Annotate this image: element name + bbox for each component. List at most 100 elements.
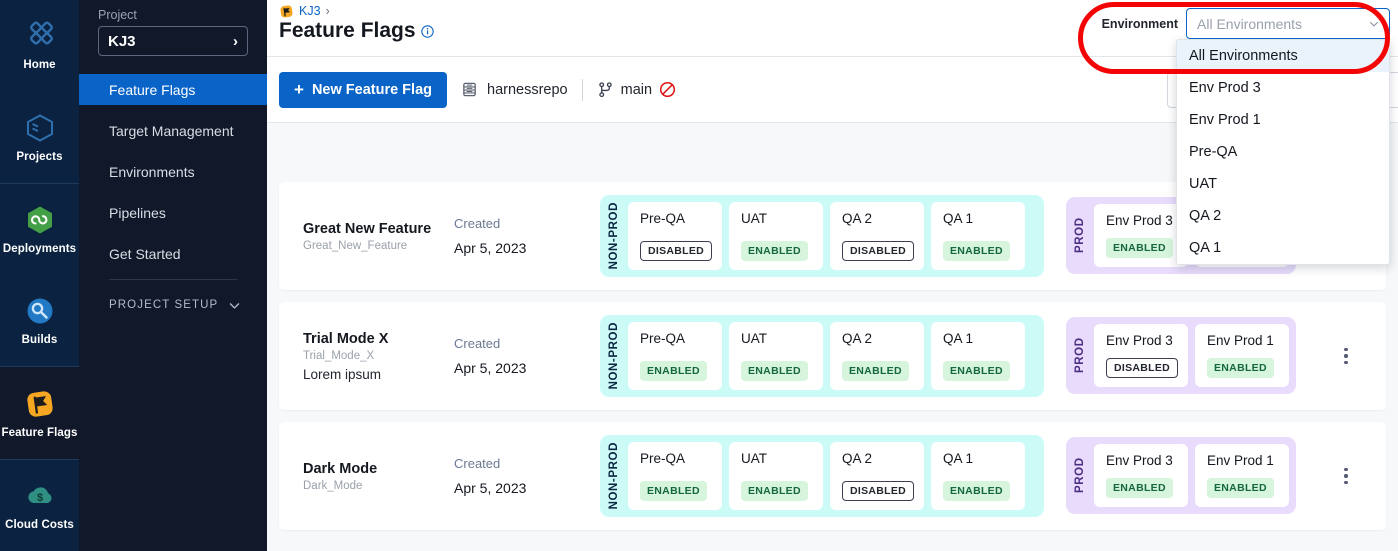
sidebar-item-label: Pipelines: [109, 204, 166, 221]
sidebar-nav: Feature Flags Target Management Environm…: [79, 74, 267, 316]
flag-row-trial-mode-x[interactable]: Trial Mode X Trial_Mode_X Lorem ipsum Cr…: [279, 302, 1386, 410]
sidebar-item-environments[interactable]: Environments: [79, 156, 267, 187]
nonprod-group: NON-PROD Pre-QA DISABLED UAT ENABLED QA …: [600, 195, 1044, 277]
env-tile[interactable]: Pre-QA DISABLED: [628, 202, 722, 270]
environment-option-qa-1[interactable]: QA 1: [1177, 232, 1389, 264]
rail-item-cloud-costs[interactable]: $ Cloud Costs: [0, 460, 79, 551]
created-date: Apr 5, 2023: [454, 240, 527, 256]
row-menu-button[interactable]: [1336, 346, 1356, 366]
repository-selector[interactable]: harnessrepo: [461, 81, 568, 98]
env-tile[interactable]: QA 2 DISABLED: [830, 442, 924, 510]
flag-title: Great New Feature: [303, 220, 432, 237]
created-date: Apr 5, 2023: [454, 480, 527, 496]
git-branch-icon: [598, 82, 612, 98]
flag-row-dark-mode[interactable]: Dark Mode Dark_Mode Created Apr 5, 2023 …: [279, 422, 1386, 530]
environment-dropdown-menu: All Environments Env Prod 3 Env Prod 1 P…: [1176, 39, 1390, 265]
toolbar-divider: [581, 78, 583, 101]
rail-item-home[interactable]: Home: [0, 0, 79, 91]
rail-item-label: Feature Flags: [1, 426, 78, 439]
env-name: QA 1: [943, 451, 974, 467]
rail-item-projects[interactable]: Projects: [0, 91, 79, 182]
env-tile[interactable]: Env Prod 1 ENABLED: [1195, 444, 1289, 508]
environment-option-label: Env Prod 1: [1189, 112, 1261, 128]
project-selector[interactable]: KJ3 ›: [98, 26, 248, 56]
status-badge: ENABLED: [640, 360, 707, 381]
flag-identifier: Trial_Mode_X: [303, 349, 375, 362]
environment-select[interactable]: All Environments: [1186, 8, 1390, 39]
env-name: Pre-QA: [640, 331, 686, 347]
sidebar-item-target-management[interactable]: Target Management: [79, 115, 267, 146]
rail-item-builds[interactable]: Builds: [0, 275, 79, 366]
no-entry-icon[interactable]: [659, 81, 676, 98]
environment-option-label: Pre-QA: [1189, 144, 1238, 160]
flag-name-cell: Great New Feature Great_New_Feature: [279, 221, 454, 252]
nonprod-group: NON-PROD Pre-QA ENABLED UAT ENABLED QA 2…: [600, 435, 1044, 517]
cube-icon: [26, 114, 53, 142]
sidebar-item-label: Feature Flags: [109, 81, 196, 98]
info-icon[interactable]: [420, 24, 434, 38]
env-tile[interactable]: UAT ENABLED: [729, 202, 823, 270]
sidebar-item-get-started[interactable]: Get Started: [79, 238, 267, 269]
status-badge: DISABLED: [842, 240, 915, 261]
flag-created-cell: Created Apr 5, 2023: [454, 216, 594, 256]
env-tile[interactable]: Env Prod 3 DISABLED: [1094, 324, 1188, 388]
env-name: Env Prod 1: [1207, 453, 1274, 469]
plus-icon: +: [294, 80, 304, 99]
nonprod-tag: NON-PROD: [608, 442, 620, 510]
env-tile[interactable]: Env Prod 1 ENABLED: [1195, 324, 1289, 388]
env-name: QA 2: [842, 451, 873, 467]
sidebar-item-feature-flags[interactable]: Feature Flags: [79, 74, 267, 105]
project-sidebar: Project KJ3 › Feature Flags Target Manag…: [79, 0, 267, 551]
env-tile[interactable]: UAT ENABLED: [729, 322, 823, 390]
flag-identifier: Dark_Mode: [303, 479, 363, 492]
env-tile[interactable]: Env Prod 3 ENABLED: [1094, 204, 1188, 268]
environment-option-label: UAT: [1189, 176, 1217, 192]
env-name: QA 2: [842, 331, 873, 347]
breadcrumb-separator: ›: [325, 4, 330, 18]
flag-description: Lorem ipsum: [303, 366, 382, 382]
environment-label: Environment: [1101, 16, 1178, 31]
rail-divider: [0, 458, 79, 460]
page-title: Feature Flags: [279, 19, 434, 43]
env-tile[interactable]: UAT ENABLED: [729, 442, 823, 510]
branch-selector[interactable]: main: [597, 81, 676, 98]
status-badge: ENABLED: [943, 240, 1010, 261]
environment-selected-value: All Environments: [1197, 15, 1303, 32]
env-name: Pre-QA: [640, 211, 686, 227]
status-badge: DISABLED: [1106, 358, 1179, 379]
project-name: KJ3: [108, 32, 136, 50]
chevron-down-icon[interactable]: [1368, 18, 1380, 30]
env-name: QA 1: [943, 211, 974, 227]
row-menu-button[interactable]: [1336, 466, 1356, 486]
breadcrumb-project-link[interactable]: KJ3: [299, 4, 321, 18]
project-setup-label: PROJECT SETUP: [109, 299, 219, 311]
env-tile[interactable]: QA 1 ENABLED: [931, 322, 1025, 390]
new-feature-flag-button[interactable]: + New Feature Flag: [279, 71, 447, 108]
status-badge: ENABLED: [943, 480, 1010, 501]
env-tile[interactable]: Env Prod 3 ENABLED: [1094, 444, 1188, 508]
env-tile[interactable]: QA 1 ENABLED: [931, 442, 1025, 510]
environment-option-qa-2[interactable]: QA 2: [1177, 200, 1389, 232]
env-tile[interactable]: QA 2 ENABLED: [830, 322, 924, 390]
rail-item-deployments[interactable]: Deployments: [0, 184, 79, 275]
status-badge: DISABLED: [842, 480, 915, 501]
env-tile[interactable]: QA 2 DISABLED: [830, 202, 924, 270]
environment-option-env-prod-1[interactable]: Env Prod 1: [1177, 104, 1389, 136]
sidebar-item-pipelines[interactable]: Pipelines: [79, 197, 267, 228]
environment-option-label: All Environments: [1189, 48, 1298, 64]
branch-name: main: [620, 81, 653, 98]
sidebar-project-setup[interactable]: PROJECT SETUP: [79, 294, 267, 316]
env-name: UAT: [741, 331, 767, 347]
environment-option-all[interactable]: All Environments: [1177, 40, 1389, 72]
environment-option-env-prod-3[interactable]: Env Prod 3: [1177, 72, 1389, 104]
environment-option-uat[interactable]: UAT: [1177, 168, 1389, 200]
env-tile[interactable]: Pre-QA ENABLED: [628, 442, 722, 510]
rail-item-feature-flags[interactable]: Feature Flags: [0, 367, 79, 459]
env-tile[interactable]: QA 1 ENABLED: [931, 202, 1025, 270]
env-name: Env Prod 3: [1106, 213, 1173, 229]
flag-title: Trial Mode X: [303, 330, 389, 347]
env-tile[interactable]: Pre-QA ENABLED: [628, 322, 722, 390]
environment-option-pre-qa[interactable]: Pre-QA: [1177, 136, 1389, 168]
header-divider: [267, 56, 1398, 57]
env-name: Env Prod 1: [1207, 333, 1274, 349]
